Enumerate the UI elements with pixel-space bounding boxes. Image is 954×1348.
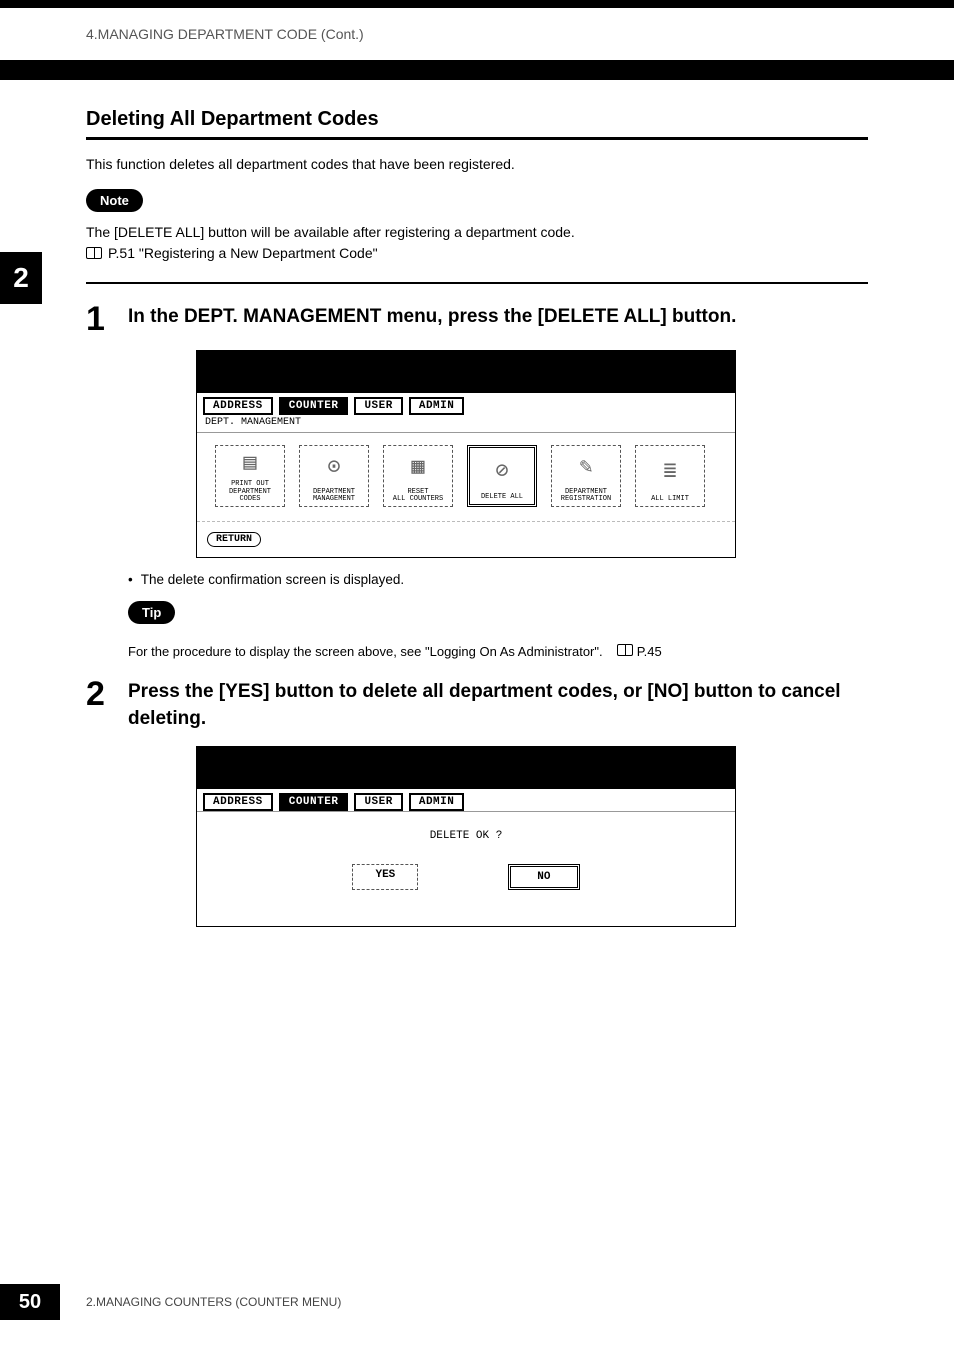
tabs-row-2: ADDRESS COUNTER USER ADMIN	[197, 789, 735, 811]
menu-icon-row: ▤ PRINT OUT DEPARTMENT CODES ⊙ DEPARTMEN…	[197, 433, 735, 521]
tip-block: Tip	[128, 601, 868, 634]
note-line1: The [DELETE ALL] button will be availabl…	[86, 222, 868, 243]
dept-management-button[interactable]: ⊙ DEPARTMENT MANAGEMENT	[299, 445, 369, 507]
reset-icon: ▦	[411, 448, 424, 489]
step-1-bullet: • The delete confirmation screen is disp…	[128, 572, 868, 587]
limit-icon: ≣	[663, 448, 676, 496]
step-2: 2 Press the [YES] button to delete all d…	[86, 677, 868, 732]
black-band	[0, 60, 954, 80]
top-banner	[0, 0, 954, 8]
step-2-number: 2	[86, 677, 114, 732]
bullet-dot: •	[128, 572, 133, 587]
book-icon	[617, 644, 633, 656]
page-number: 50	[0, 1284, 60, 1320]
tab-address-2[interactable]: ADDRESS	[203, 793, 273, 811]
no-button[interactable]: NO	[508, 864, 579, 890]
tab-admin[interactable]: ADMIN	[409, 397, 465, 415]
step-1: 1 In the DEPT. MANAGEMENT menu, press th…	[86, 302, 868, 336]
confirm-prompt: DELETE OK ?	[197, 812, 735, 842]
note-ref: P.51 "Registering a New Department Code"	[86, 245, 378, 261]
footer: 50 2.MANAGING COUNTERS (COUNTER MENU)	[0, 1284, 341, 1320]
counter-icon: ⊙	[327, 448, 340, 489]
section-rule	[86, 282, 868, 284]
dept-registration-button[interactable]: ✎ DEPARTMENT REGISTRATION	[551, 445, 621, 507]
delete-all-button[interactable]: ⊘ DELETE ALL	[467, 445, 537, 507]
bullet-text: The delete confirmation screen is displa…	[141, 572, 404, 587]
main-content: Deleting All Department Codes This funct…	[0, 80, 954, 927]
print-out-button[interactable]: ▤ PRINT OUT DEPARTMENT CODES	[215, 445, 285, 507]
tab-user-2[interactable]: USER	[354, 793, 402, 811]
registration-icon: ✎	[579, 448, 592, 489]
reset-counters-button[interactable]: ▦ RESET ALL COUNTERS	[383, 445, 453, 507]
tab-admin-2[interactable]: ADMIN	[409, 793, 465, 811]
screen-topbar	[197, 351, 735, 393]
return-area: RETURN	[197, 521, 735, 557]
tabs-row: ADDRESS COUNTER USER ADMIN	[197, 393, 735, 415]
registration-label: DEPARTMENT REGISTRATION	[561, 489, 611, 504]
limit-label: ALL LIMIT	[651, 496, 689, 504]
tab-counter-2[interactable]: COUNTER	[279, 793, 349, 811]
title-rule	[86, 137, 868, 140]
confirm-screen: ADDRESS COUNTER USER ADMIN DELETE OK ? Y…	[196, 746, 736, 927]
section-title: Deleting All Department Codes	[86, 108, 868, 131]
chapter-tab: 2	[0, 252, 42, 304]
tip-text: For the procedure to display the screen …	[128, 644, 868, 659]
tip-ref: P.45	[637, 644, 662, 659]
step-2-text: Press the [YES] button to delete all dep…	[128, 677, 868, 732]
screen-subheader: DEPT. MANAGEMENT	[197, 415, 735, 433]
footer-text: 2.MANAGING COUNTERS (COUNTER MENU)	[86, 1295, 341, 1309]
print-icon: ▤	[243, 448, 256, 481]
tab-user[interactable]: USER	[354, 397, 402, 415]
tab-counter[interactable]: COUNTER	[279, 397, 349, 415]
step-1-text: In the DEPT. MANAGEMENT menu, press the …	[128, 302, 736, 336]
yes-button[interactable]: YES	[352, 864, 418, 890]
tab-address[interactable]: ADDRESS	[203, 397, 273, 415]
reset-label: RESET ALL COUNTERS	[393, 489, 443, 504]
delete-label: DELETE ALL	[481, 494, 523, 502]
yes-no-row: YES NO	[197, 842, 735, 926]
note-label: Note	[86, 189, 143, 212]
note-block: Note The [DELETE ALL] button will be ava…	[86, 189, 868, 264]
print-label: PRINT OUT DEPARTMENT CODES	[218, 481, 282, 504]
screen2-topbar	[197, 747, 735, 789]
intro-text: This function deletes all department cod…	[86, 154, 868, 175]
tip-prefix: For the procedure to display the screen …	[128, 644, 603, 659]
all-limit-button[interactable]: ≣ ALL LIMIT	[635, 445, 705, 507]
book-icon	[86, 247, 102, 259]
tip-label: Tip	[128, 601, 175, 624]
mgmt-label: DEPARTMENT MANAGEMENT	[313, 489, 355, 504]
return-button[interactable]: RETURN	[207, 532, 261, 547]
delete-icon: ⊘	[495, 450, 508, 494]
dept-management-screen: ADDRESS COUNTER USER ADMIN DEPT. MANAGEM…	[196, 350, 736, 558]
breadcrumb: 4.MANAGING DEPARTMENT CODE (Cont.)	[86, 26, 364, 42]
note-ref-text: P.51 "Registering a New Department Code"	[108, 245, 378, 261]
header-row: 4.MANAGING DEPARTMENT CODE (Cont.)	[0, 8, 954, 60]
step-1-number: 1	[86, 302, 114, 336]
